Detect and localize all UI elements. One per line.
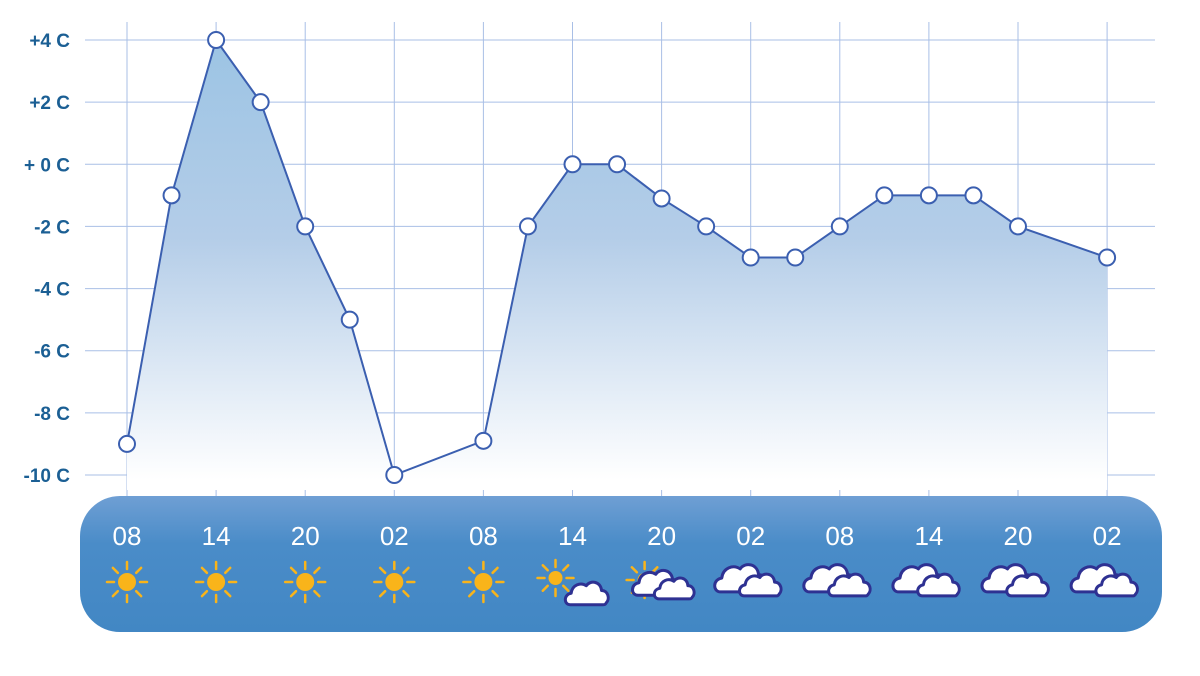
y-tick-label: -8 C <box>34 404 70 425</box>
x-tick-label: 02 <box>1093 521 1122 551</box>
temperature-area <box>127 40 1108 490</box>
sun-icon <box>105 560 149 604</box>
cloud-icon <box>916 572 961 598</box>
weather-icon-sun <box>462 560 505 604</box>
data-point <box>1009 217 1027 236</box>
weather-icon-clouds <box>802 563 872 598</box>
data-point <box>875 186 894 205</box>
weather-icons <box>105 558 1139 607</box>
cloud-icon <box>1005 572 1050 598</box>
weather-icon-sun <box>194 560 238 604</box>
data-point <box>652 189 671 208</box>
weather-icon-sun <box>283 560 327 604</box>
y-tick-label: -10 C <box>24 466 71 487</box>
weather-icon-sun-behind-clouds <box>625 560 696 601</box>
x-tick-label: 02 <box>380 521 409 551</box>
data-point <box>786 248 805 267</box>
x-tick-label: 02 <box>736 521 765 551</box>
data-point <box>340 310 359 329</box>
x-tick-label: 14 <box>558 521 587 551</box>
data-points <box>118 31 1117 484</box>
x-tick-label: 20 <box>291 521 320 551</box>
sun-icon <box>194 560 238 604</box>
x-tick-label: 08 <box>825 521 854 551</box>
x-tick-label: 20 <box>647 521 676 551</box>
x-tick-label: 14 <box>202 521 231 551</box>
cloud-icon <box>652 576 696 601</box>
x-axis-ticks: 08 14 20 02 08 14 20 02 08 14 20 02 <box>113 521 1122 551</box>
weather-icon-clouds <box>891 563 961 598</box>
x-tick-label: 14 <box>914 521 943 551</box>
cloud-icon <box>827 572 872 598</box>
data-point <box>830 217 849 236</box>
y-tick-label: + 0 C <box>24 155 70 176</box>
forecast-band <box>80 496 1162 632</box>
y-axis-ticks: +4 C +2 C + 0 C -2 C -4 C -6 C -8 C -10 C <box>24 31 71 487</box>
x-tick-label: 20 <box>1004 521 1033 551</box>
weather-icon-sun-with-small-cloud <box>536 558 610 607</box>
sun-icon <box>373 560 416 604</box>
data-point <box>518 217 537 236</box>
y-tick-label: +2 C <box>29 93 70 114</box>
data-point <box>563 155 582 174</box>
x-tick-label: 08 <box>469 521 498 551</box>
data-point <box>207 31 226 49</box>
data-point <box>162 186 181 205</box>
weather-icon-sun <box>373 560 416 604</box>
data-point <box>1098 248 1117 267</box>
data-point <box>919 186 938 205</box>
weather-icon-clouds <box>713 563 783 598</box>
y-tick-label: -2 C <box>34 217 70 238</box>
y-tick-label: -4 C <box>34 280 70 301</box>
sun-icon <box>462 560 505 604</box>
cloud-icon <box>738 572 783 598</box>
sun-icon <box>283 560 327 604</box>
weather-icon-sun <box>105 560 149 604</box>
y-tick-label: +4 C <box>29 31 70 52</box>
weather-icon-clouds <box>1069 563 1139 598</box>
sun-icon <box>536 558 575 598</box>
data-point <box>385 466 404 484</box>
x-tick-label: 08 <box>113 521 142 551</box>
data-point <box>118 434 136 453</box>
cloud-icon <box>1094 572 1139 598</box>
data-point <box>296 217 315 236</box>
data-point <box>474 431 493 450</box>
data-point <box>964 186 983 205</box>
cloud-icon <box>563 580 610 607</box>
data-point <box>251 93 270 112</box>
weather-icon-clouds <box>980 563 1050 598</box>
data-point <box>608 155 627 174</box>
data-point <box>697 217 716 236</box>
data-point <box>741 248 760 267</box>
y-tick-label: -6 C <box>34 342 70 363</box>
